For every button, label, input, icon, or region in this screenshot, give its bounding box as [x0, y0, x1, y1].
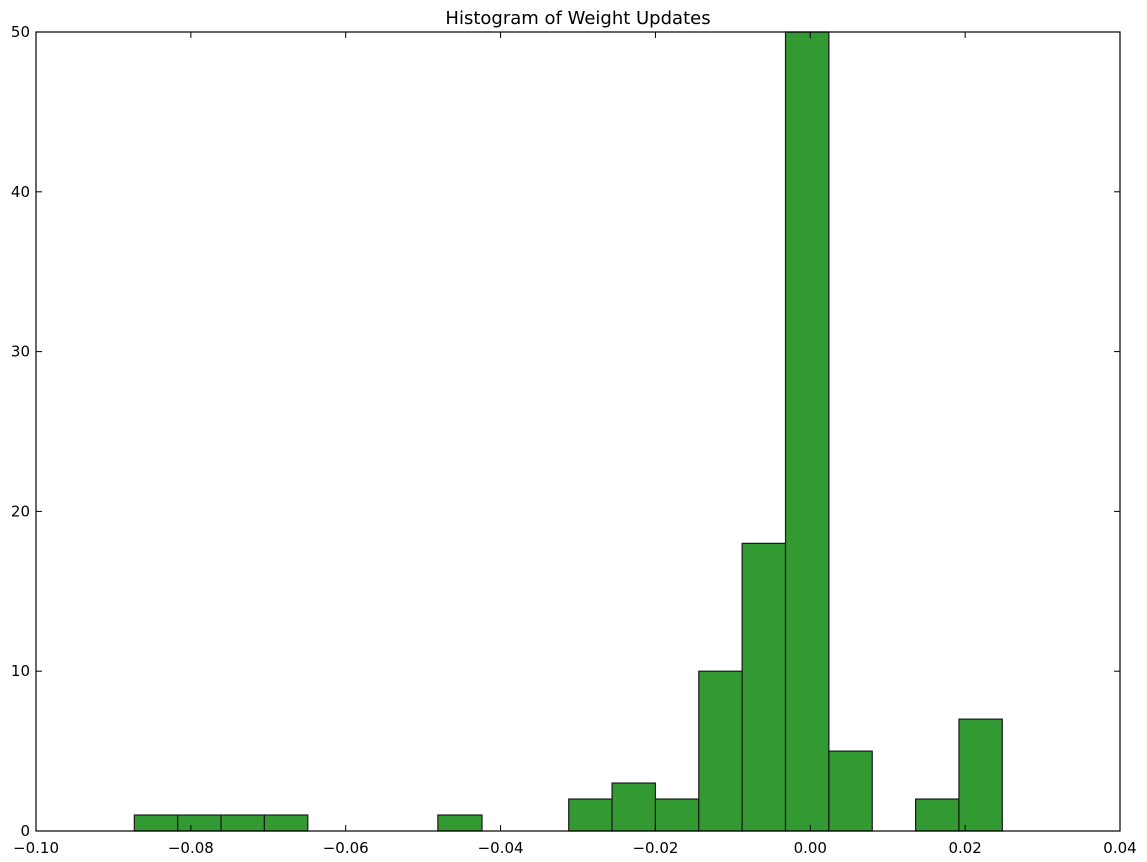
- histogram-bar: [654, 798, 700, 832]
- x-tick-label: 0.02: [948, 839, 981, 857]
- histogram-bar: [958, 718, 1003, 832]
- histogram-bar: [741, 542, 787, 832]
- y-tick-label: 0: [20, 822, 30, 840]
- plot-frame: [35, 31, 1121, 832]
- x-tick-label: −0.10: [13, 839, 59, 857]
- histogram-bar: [133, 814, 179, 832]
- histogram-bar: [220, 814, 266, 832]
- histogram-bar: [698, 670, 743, 832]
- x-tick-label: −0.08: [168, 839, 214, 857]
- x-tick-label: −0.02: [632, 839, 678, 857]
- histogram-bar: [177, 814, 222, 832]
- histogram-bar: [263, 814, 309, 832]
- histogram-bar: [914, 798, 960, 832]
- histogram-bar: [437, 814, 483, 832]
- y-tick-label: 10: [11, 662, 30, 680]
- histogram-bar: [828, 750, 873, 832]
- x-tick-label: −0.04: [478, 839, 524, 857]
- chart-title: Histogram of Weight Updates: [445, 8, 710, 29]
- y-tick-label: 20: [11, 502, 30, 520]
- x-tick-label: 0.04: [1103, 839, 1136, 857]
- y-tick-label: 50: [11, 23, 30, 41]
- histogram-bar: [568, 798, 613, 832]
- histogram-bar: [784, 31, 830, 832]
- ticks-group: −0.10 −0.08 −0.06 −0.04 −0.02 0.00 0.02 0.04 0 10…: [11, 23, 1137, 857]
- x-tick-label: −0.06: [323, 839, 369, 857]
- y-tick-label: 40: [11, 183, 30, 201]
- bars-group: [133, 31, 1003, 832]
- x-tick-label: 0.00: [794, 839, 827, 857]
- histogram-bar: [611, 782, 657, 832]
- y-tick-label: 30: [11, 343, 30, 361]
